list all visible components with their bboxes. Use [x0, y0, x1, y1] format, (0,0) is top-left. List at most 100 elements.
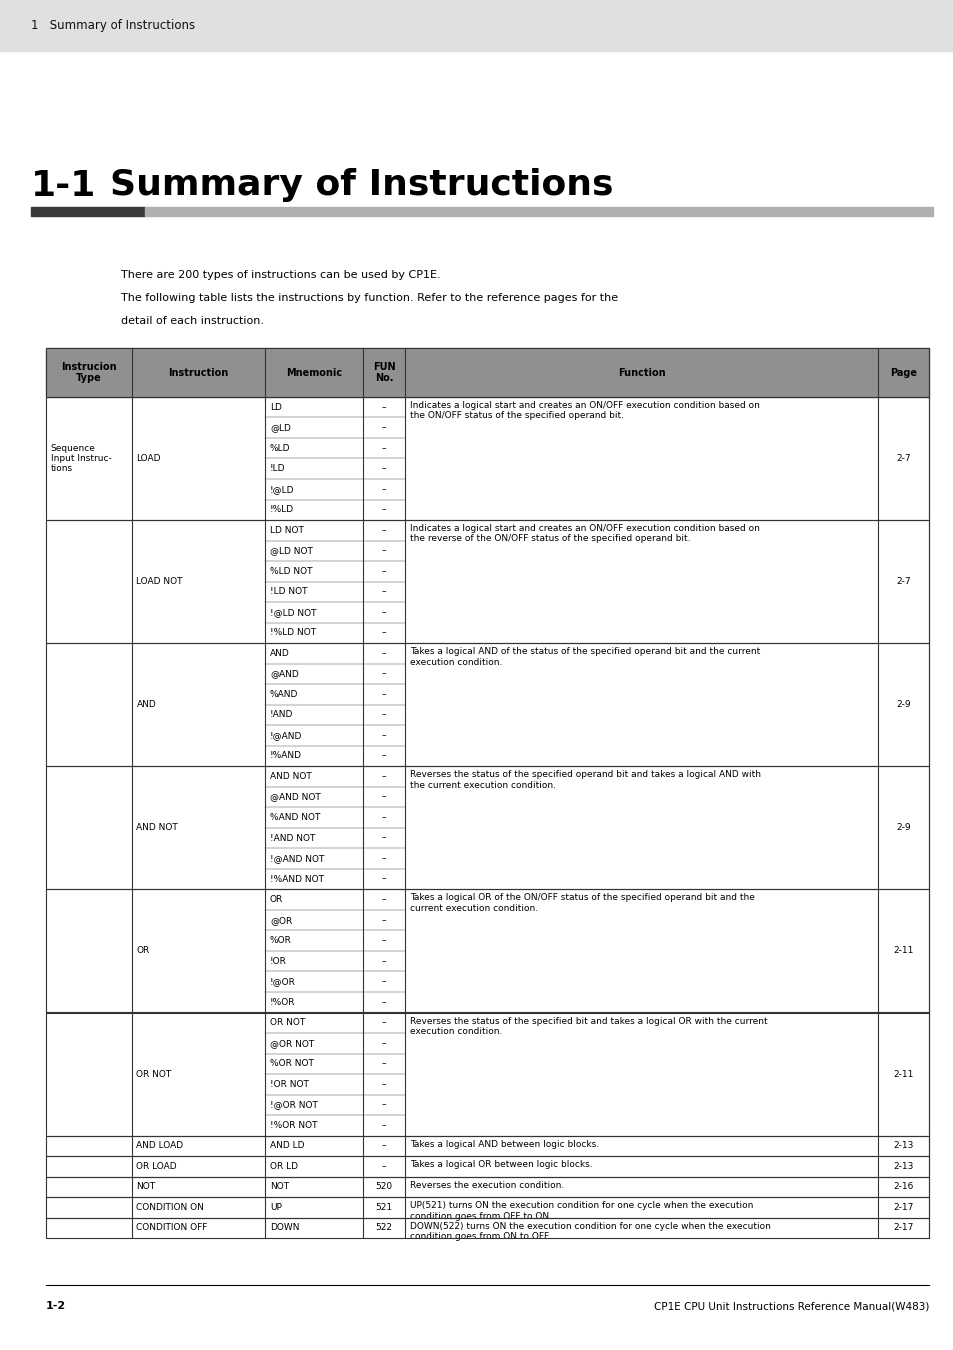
Text: OR: OR [136, 946, 150, 956]
Text: –: – [381, 855, 386, 863]
Text: –: – [381, 402, 386, 412]
Text: –: – [381, 423, 386, 432]
Text: –: – [381, 957, 386, 965]
Text: 2-11: 2-11 [892, 946, 913, 956]
Bar [46, 348, 928, 397]
Text: !@OR: !@OR [270, 977, 295, 987]
Text: !AND NOT: !AND NOT [270, 833, 315, 842]
Text: –: – [381, 730, 386, 740]
Text: !%AND: !%AND [270, 752, 302, 760]
Text: %AND: %AND [270, 690, 298, 699]
Text: –: – [381, 649, 386, 657]
Bar [46, 1197, 928, 1218]
Text: LD: LD [270, 402, 281, 412]
Text: @LD NOT: @LD NOT [270, 547, 313, 555]
Text: Function: Function [618, 367, 664, 378]
Text: –: – [381, 875, 386, 884]
Text: –: – [381, 772, 386, 782]
Text: –: – [381, 547, 386, 555]
Bar [46, 1012, 928, 1135]
Bar [46, 1012, 928, 1135]
Bar [145, 207, 932, 216]
Text: 522: 522 [375, 1223, 392, 1233]
Text: AND NOT: AND NOT [136, 824, 178, 833]
Text: !LD NOT: !LD NOT [270, 587, 307, 597]
Text: Reverses the execution condition.: Reverses the execution condition. [410, 1181, 564, 1189]
Text: DOWN(522) turns ON the execution condition for one cycle when the execution
cond: DOWN(522) turns ON the execution conditi… [410, 1222, 770, 1241]
Text: –: – [381, 792, 386, 802]
Text: Indicates a logical start and creates an ON/OFF execution condition based on
the: Indicates a logical start and creates an… [410, 401, 760, 420]
Text: –: – [381, 690, 386, 699]
Text: @OR: @OR [270, 915, 292, 925]
Text: 2-13: 2-13 [892, 1141, 913, 1150]
Bar [46, 890, 928, 1012]
Text: UP: UP [270, 1203, 281, 1212]
Bar [46, 1177, 928, 1197]
Text: CONDITION OFF: CONDITION OFF [136, 1223, 208, 1233]
Text: NOT: NOT [136, 1183, 155, 1192]
Text: @OR NOT: @OR NOT [270, 1038, 314, 1048]
Text: 2-7: 2-7 [895, 454, 910, 463]
Text: !OR: !OR [270, 957, 287, 965]
Text: AND: AND [270, 649, 290, 657]
Text: Indicates a logical start and creates an ON/OFF execution condition based on
the: Indicates a logical start and creates an… [410, 524, 760, 544]
Text: %AND NOT: %AND NOT [270, 813, 320, 822]
Text: FUN
No.: FUN No. [373, 362, 395, 383]
Text: There are 200 types of instructions can be used by CP1E.: There are 200 types of instructions can … [121, 270, 440, 279]
Text: !@LD NOT: !@LD NOT [270, 608, 316, 617]
Text: –: – [381, 670, 386, 679]
Text: –: – [381, 608, 386, 617]
Bar [46, 520, 928, 643]
Text: –: – [381, 1038, 386, 1048]
Text: Summary of Instructions: Summary of Instructions [110, 169, 613, 202]
Bar [46, 1218, 928, 1238]
Text: %OR: %OR [270, 936, 292, 945]
Text: !%OR: !%OR [270, 998, 295, 1007]
Text: –: – [381, 1141, 386, 1150]
Text: Reverses the status of the specified bit and takes a logical OR with the current: Reverses the status of the specified bit… [410, 1017, 767, 1035]
Text: 2-11: 2-11 [892, 1069, 913, 1079]
Text: –: – [381, 752, 386, 760]
Bar [46, 1156, 928, 1177]
Text: CONDITION ON: CONDITION ON [136, 1203, 204, 1212]
Text: 2-9: 2-9 [895, 824, 910, 833]
Text: %LD NOT: %LD NOT [270, 567, 313, 576]
Text: –: – [381, 587, 386, 597]
Text: 2-9: 2-9 [895, 701, 910, 709]
Text: @LD: @LD [270, 423, 291, 432]
Text: –: – [381, 915, 386, 925]
Bar [0, 0, 953, 51]
Text: !%LD: !%LD [270, 505, 294, 514]
Text: !%AND NOT: !%AND NOT [270, 875, 324, 884]
Bar [46, 1156, 928, 1177]
Text: Takes a logical OR between logic blocks.: Takes a logical OR between logic blocks. [410, 1160, 592, 1169]
Text: !OR NOT: !OR NOT [270, 1080, 309, 1089]
Text: LOAD: LOAD [136, 454, 161, 463]
Text: Takes a logical AND between logic blocks.: Takes a logical AND between logic blocks… [410, 1139, 598, 1149]
Text: –: – [381, 1018, 386, 1027]
Text: –: – [381, 710, 386, 720]
Bar [46, 1218, 928, 1238]
Text: –: – [381, 1100, 386, 1110]
Bar [46, 1135, 928, 1156]
Text: Page: Page [889, 367, 916, 378]
Text: –: – [381, 525, 386, 535]
Bar [46, 643, 928, 767]
Text: The following table lists the instructions by function. Refer to the reference p: The following table lists the instructio… [121, 293, 618, 302]
Text: @AND: @AND [270, 670, 298, 679]
Bar [46, 767, 928, 890]
Text: NOT: NOT [270, 1183, 289, 1192]
Text: Instruction: Instruction [168, 367, 229, 378]
Text: %OR NOT: %OR NOT [270, 1060, 314, 1068]
Text: –: – [381, 833, 386, 842]
Bar [46, 397, 928, 520]
Text: Takes a logical OR of the ON/OFF status of the specified operand bit and the
cur: Takes a logical OR of the ON/OFF status … [410, 894, 755, 913]
Text: OR NOT: OR NOT [270, 1018, 305, 1027]
Text: CP1E CPU Unit Instructions Reference Manual(W483): CP1E CPU Unit Instructions Reference Man… [653, 1301, 928, 1311]
Text: UP(521) turns ON the execution condition for one cycle when the execution
condit: UP(521) turns ON the execution condition… [410, 1202, 753, 1220]
Bar [46, 643, 928, 767]
Bar [46, 1177, 928, 1197]
Text: –: – [381, 1120, 386, 1130]
Text: LOAD NOT: LOAD NOT [136, 576, 183, 586]
Text: OR LD: OR LD [270, 1162, 297, 1170]
